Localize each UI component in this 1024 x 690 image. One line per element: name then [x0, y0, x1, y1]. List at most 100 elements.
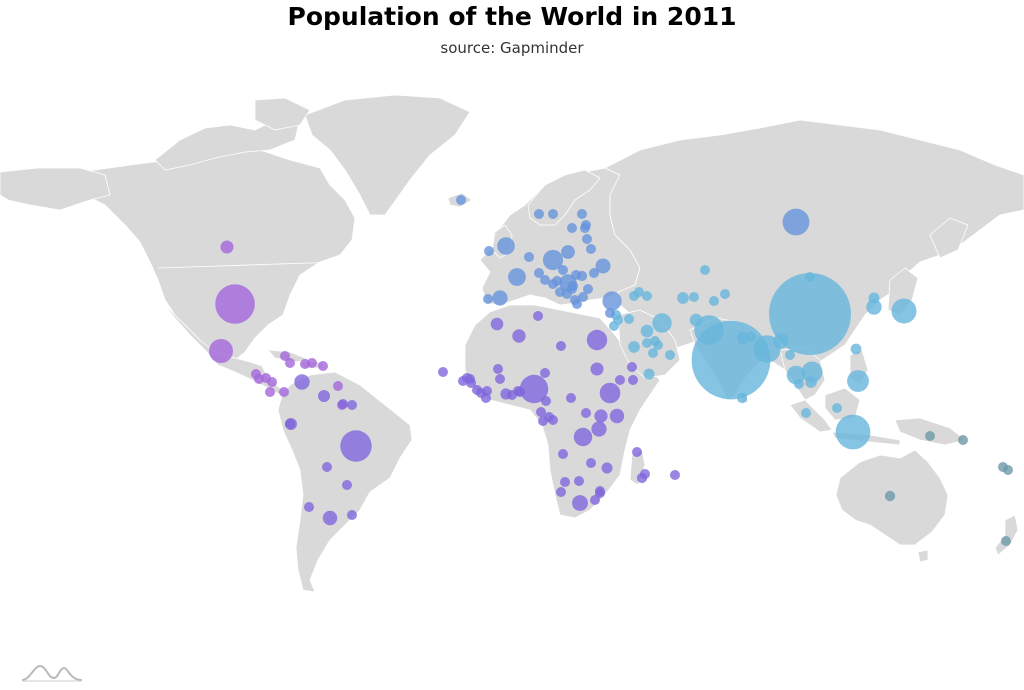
bubble-cy[interactable]	[605, 308, 615, 318]
population-bubbles[interactable]	[209, 195, 1013, 546]
bubble-mn[interactable]	[805, 272, 815, 282]
bubble-cu[interactable]	[280, 351, 290, 361]
bubble-kz[interactable]	[700, 265, 710, 275]
bubble-us[interactable]	[215, 284, 255, 324]
bubble-is[interactable]	[456, 195, 466, 205]
bubble-py[interactable]	[342, 480, 352, 490]
bubble-ls[interactable]	[590, 495, 600, 505]
bubble-sk[interactable]	[568, 281, 578, 291]
bubble-sg[interactable]	[832, 403, 842, 413]
bubble-ca[interactable]	[220, 240, 234, 254]
bubble-pa[interactable]	[300, 359, 310, 369]
bubble-lk[interactable]	[736, 392, 748, 404]
bubble-za[interactable]	[572, 495, 588, 511]
bubble-si[interactable]	[548, 279, 558, 289]
bubble-do[interactable]	[318, 361, 328, 371]
bubble-dz[interactable]	[512, 329, 526, 343]
bubble-ve[interactable]	[318, 390, 330, 402]
bubble-td[interactable]	[556, 341, 566, 351]
bubble-mk[interactable]	[572, 299, 582, 309]
bubble-cg[interactable]	[548, 415, 558, 425]
bubble-mu[interactable]	[670, 470, 680, 480]
bubble-sr[interactable]	[347, 400, 357, 410]
bubble-ec[interactable]	[285, 419, 295, 429]
bubble-kw[interactable]	[642, 338, 652, 348]
country-arctic-islands[interactable]	[154, 117, 301, 171]
bubble-br[interactable]	[340, 430, 372, 462]
country-scandinavia[interactable]	[527, 169, 601, 226]
bubble-my[interactable]	[805, 376, 817, 388]
bubble-pg[interactable]	[925, 431, 935, 441]
bubble-es[interactable]	[492, 290, 508, 306]
bubble-bf[interactable]	[495, 374, 505, 384]
bubble-rw[interactable]	[581, 408, 591, 418]
bubble-gb[interactable]	[497, 237, 515, 255]
bubble-so[interactable]	[628, 375, 638, 385]
bubble-sd[interactable]	[590, 362, 604, 376]
bubble-bt[interactable]	[746, 332, 756, 342]
bubble-id[interactable]	[835, 414, 871, 450]
bubble-bg[interactable]	[583, 284, 593, 294]
bubble-kh[interactable]	[794, 379, 804, 389]
country-alaska[interactable]	[0, 167, 111, 211]
bubble-ke[interactable]	[609, 408, 625, 424]
bubble-af[interactable]	[689, 313, 703, 327]
bubble-cn[interactable]	[769, 273, 851, 355]
bubble-pt[interactable]	[483, 294, 493, 304]
bubble-dj[interactable]	[632, 447, 642, 457]
bubble-by[interactable]	[586, 244, 596, 254]
bubble-kr[interactable]	[866, 299, 882, 315]
bubble-et[interactable]	[599, 382, 621, 404]
bubble-ie[interactable]	[484, 246, 494, 256]
bubble-sl[interactable]	[481, 393, 491, 403]
bubble-hu[interactable]	[571, 270, 581, 280]
bubble-la[interactable]	[785, 350, 795, 360]
bubble-np[interactable]	[736, 331, 750, 345]
bubble-ma[interactable]	[490, 317, 504, 331]
bubble-de[interactable]	[542, 249, 564, 271]
bubble-am[interactable]	[629, 291, 639, 301]
bubble-vu[interactable]	[998, 462, 1008, 472]
bubble-ao[interactable]	[558, 449, 568, 459]
country-baffin[interactable]	[254, 97, 311, 131]
bubble-er[interactable]	[615, 375, 625, 385]
bubble-bo[interactable]	[322, 462, 332, 472]
bubble-ga[interactable]	[536, 407, 546, 417]
bubble-tl[interactable]	[801, 408, 811, 418]
bubble-fi[interactable]	[577, 209, 587, 219]
bubble-tw[interactable]	[850, 343, 862, 355]
bubble-zm[interactable]	[574, 476, 584, 486]
bubble-sz[interactable]	[595, 486, 605, 496]
bubble-mm[interactable]	[773, 333, 789, 349]
bubble-bh[interactable]	[650, 336, 660, 346]
bubble-cz[interactable]	[558, 265, 568, 275]
country-tasmania[interactable]	[917, 549, 929, 563]
bubble-gw[interactable]	[472, 385, 482, 395]
bubble-tj[interactable]	[709, 296, 719, 306]
bubble-gy[interactable]	[338, 399, 348, 409]
bubble-dk[interactable]	[548, 209, 558, 219]
bubble-vn[interactable]	[801, 361, 823, 383]
bubble-cf[interactable]	[566, 393, 576, 403]
bubble-ch[interactable]	[540, 275, 550, 285]
bubble-mz[interactable]	[601, 462, 613, 474]
bubble-uz[interactable]	[677, 292, 689, 304]
bubble-km[interactable]	[640, 469, 650, 479]
bubble-pr[interactable]	[333, 381, 343, 391]
bubble-ua[interactable]	[595, 258, 611, 274]
bubble-ss[interactable]	[627, 362, 637, 372]
bubble-sa[interactable]	[628, 341, 640, 353]
bubble-se[interactable]	[534, 209, 544, 219]
bubble-gq[interactable]	[538, 416, 548, 426]
bubble-iq[interactable]	[640, 324, 654, 338]
bubble-nl[interactable]	[524, 252, 534, 262]
bubble-nz[interactable]	[1001, 536, 1011, 546]
bubble-ug[interactable]	[594, 409, 608, 423]
bubble-ni[interactable]	[267, 377, 277, 387]
bubble-gm[interactable]	[458, 376, 468, 386]
bubble-gr[interactable]	[578, 292, 588, 302]
bubble-tg[interactable]	[507, 390, 517, 400]
bubble-no[interactable]	[567, 223, 577, 233]
bubble-uy[interactable]	[347, 510, 357, 520]
